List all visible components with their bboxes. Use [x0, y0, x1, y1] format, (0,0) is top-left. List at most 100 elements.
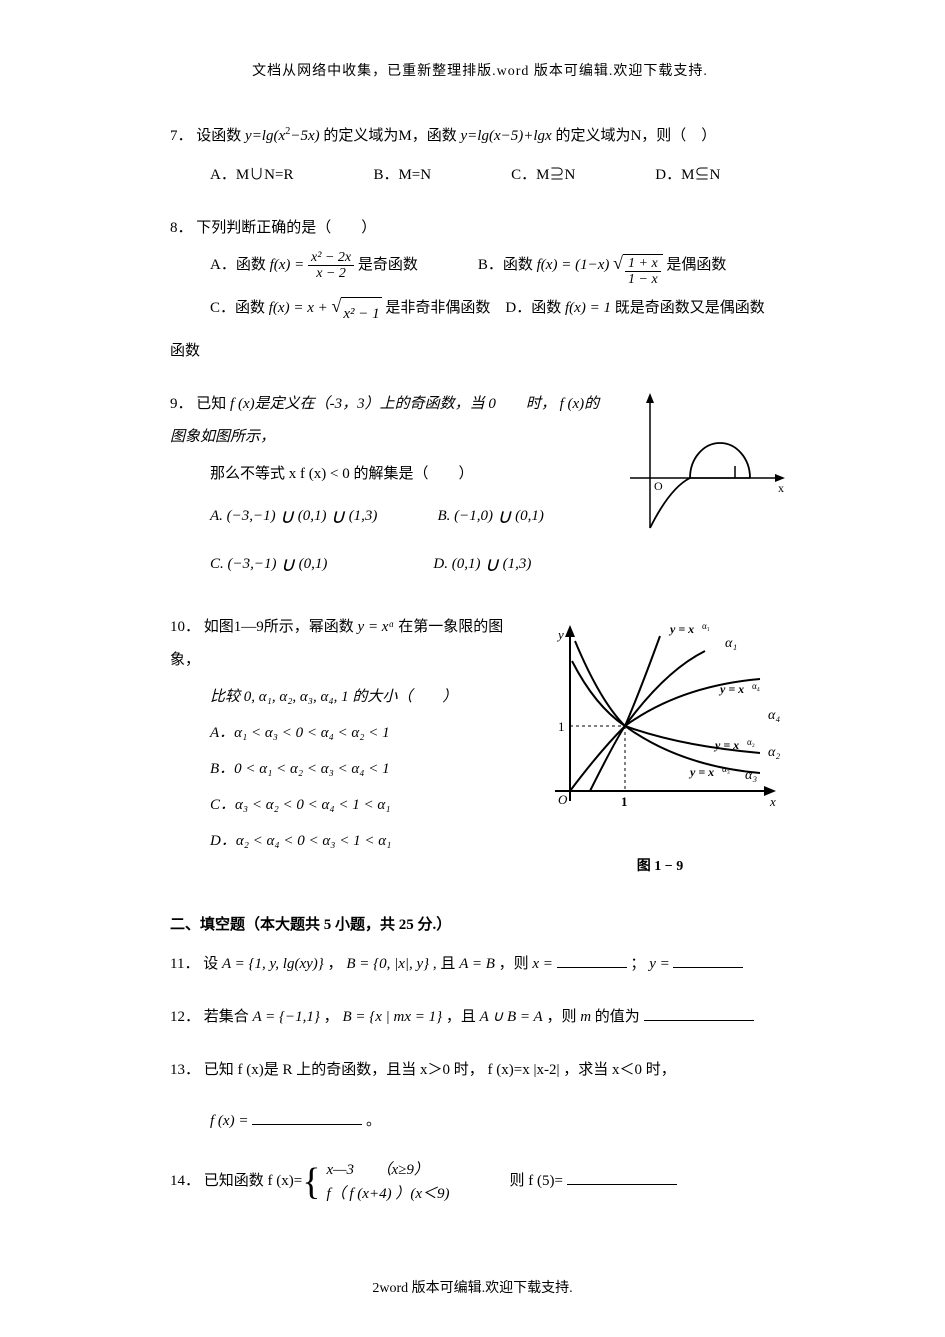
q8b-fx: f(x) = (1−x) — [537, 257, 610, 273]
svg-text:y: y — [556, 627, 564, 642]
q7-text-b: 的定义域为M，函数 — [323, 128, 456, 144]
q10-opt-a: A．α₁ < α₃ < 0 < α₄ < α₂ < 1 — [170, 717, 510, 750]
q8-opt-b: B．函数 f(x) = (1−x) √1 + x1 − x 是偶函数 — [478, 249, 727, 288]
q7-num: 7． — [170, 128, 193, 144]
q14-t1: 已知函数 f (x)= — [204, 1173, 302, 1189]
q8b-num: 1 + x — [625, 256, 661, 272]
q7-fn2: y=lg(x−5)+lgx — [461, 128, 552, 144]
svg-text:x: x — [769, 794, 776, 809]
q14-p1: x—3 （x≥9） — [326, 1158, 449, 1182]
header-note: 文档从网络中收集，已重新整理排版.word 版本可编辑.欢迎下载支持. — [170, 60, 790, 80]
q11-eq: A = B — [459, 956, 495, 972]
q8a-den: x − 2 — [308, 266, 354, 281]
q11-t2: ， — [328, 956, 347, 972]
q9-l1b: f (x)是定义在（-3，3）上的奇函数，当 0 时， — [230, 396, 556, 412]
svg-text:α₁: α₁ — [702, 621, 710, 631]
q12-eq: A ∪ B = A — [480, 1009, 543, 1025]
q8a-fx: f(x) = — [270, 257, 305, 273]
q11-t3: , 且 — [433, 956, 459, 972]
q13-fx: f (x) = — [210, 1113, 252, 1129]
q8c-fx: f(x) = x + — [269, 300, 328, 316]
q11-sep: ； — [630, 956, 645, 972]
q7-opt-c: C．M⊇N — [511, 159, 575, 192]
q8b-post: 是偶函数 — [666, 257, 726, 273]
q14-piecewise: { x—3 （x≥9） f（ f (x+4) ）(x＜9) — [302, 1158, 449, 1206]
q11-A: A = {1, y, lg(xy)} — [222, 956, 324, 972]
q7-text-c: 的定义域为N，则（ ） — [555, 128, 716, 144]
footer-note: 2word 版本可编辑.欢迎下载支持. — [0, 1277, 945, 1297]
question-10: 10． 如图1—9所示，幂函数 y = xᵅ 在第一象限的图象， 比较 0, α… — [170, 611, 790, 883]
q8-opt-a: A．函数 f(x) = x² − 2xx − 2 是奇函数 — [210, 249, 418, 288]
q8d-pre: D．函数 — [505, 300, 561, 316]
q7-opt-b: B．M=N — [373, 159, 431, 192]
q8c-pre: C．函数 — [210, 300, 265, 316]
question-9: 9． 已知 f (x)是定义在（-3，3）上的奇函数，当 0 时， f (x)的… — [170, 388, 790, 591]
q12-t1: 若集合 — [204, 1009, 253, 1025]
q9-opt-d: D. (0,1) ∪ (1,3) — [433, 543, 531, 587]
q13-abs: |x-2| — [533, 1062, 559, 1078]
q13-blank — [252, 1110, 362, 1125]
svg-text:1: 1 — [621, 794, 628, 809]
q7-options: A．M∪N=R B．M=N C．M⊇N D．M⊆N — [170, 159, 790, 192]
q11-x: x = — [532, 956, 556, 972]
svg-text:1: 1 — [558, 719, 565, 734]
q11-y: y = — [649, 956, 673, 972]
q13-dot: 。 — [366, 1113, 381, 1129]
q9-line2: 那么不等式 x f (x) < 0 的解集是（ ） — [170, 458, 600, 491]
q8a-num: x² − 2x — [308, 250, 354, 266]
q8d-post: 既是奇函数又是偶函数 — [615, 300, 765, 316]
svg-text:y = x: y = x — [688, 765, 714, 779]
q11-t4: ，则 — [499, 956, 533, 972]
svg-text:y = x: y = x — [668, 622, 694, 636]
q10-num: 10． — [170, 619, 200, 635]
q14-blank — [567, 1170, 677, 1185]
svg-text:α₄: α₄ — [752, 681, 760, 691]
q10-opt-b: B．0 < α₁ < α₂ < α₃ < α₄ < 1 — [170, 753, 510, 786]
q14-t2: 则 f (5)= — [509, 1173, 566, 1189]
q12-blank — [644, 1006, 754, 1021]
svg-text:α₂: α₂ — [747, 737, 755, 747]
svg-text:O: O — [654, 479, 663, 493]
svg-text:α₃: α₃ — [745, 768, 757, 783]
svg-text:x: x — [778, 481, 784, 495]
q7-fn1b: −5x) — [290, 128, 319, 144]
q7-fn1: y=lg(x — [245, 128, 285, 144]
question-11: 11． 设 A = {1, y, lg(xy)} ， B = {0, |x|, … — [170, 948, 790, 981]
q10-figure: O x y 1 1 y = xα₁ α₁ y = xα₄ α₄ y = xα₂ … — [530, 611, 790, 883]
q10-opt-c: C．α₃ < α₂ < 0 < α₄ < 1 < α₁ — [170, 789, 510, 822]
q9-figure: O x — [620, 388, 790, 551]
q8b-pre: B．函数 — [478, 257, 533, 273]
q8-opt-d: D．函数 f(x) = 1 既是奇函数又是偶函数 — [505, 300, 764, 316]
q14-num: 14． — [170, 1173, 200, 1189]
q8-opt-c: C．函数 f(x) = x + √x² − 1 是非奇非偶函数 — [210, 300, 494, 316]
svg-text:α₄: α₄ — [768, 708, 780, 723]
q10-line2: 比较 0, α₁, α₂, α₃, α₄, 1 的大小（ ） — [170, 681, 510, 714]
q12-A: A = {−1,1} — [253, 1009, 320, 1025]
question-7: 7． 设函数 y=lg(x2−5x) 的定义域为M，函数 y=lg(x−5)+l… — [170, 120, 790, 192]
q12-m: m — [580, 1009, 591, 1025]
q9-opt-c: C. (−3,−1) ∪ (0,1) — [210, 543, 327, 587]
svg-text:y = x: y = x — [713, 738, 739, 752]
q8c-rad: x² − 1 — [341, 297, 381, 331]
question-14: 14． 已知函数 f (x)= { x—3 （x≥9） f（ f (x+4) ）… — [170, 1158, 790, 1206]
q10-l1a: 如图1—9所示，幂函数 — [204, 619, 358, 635]
q14-p2: f（ f (x+4) ）(x＜9) — [326, 1182, 449, 1206]
svg-text:α₁: α₁ — [725, 636, 737, 651]
q9-l1a: 已知 — [196, 396, 226, 412]
svg-text:α₂: α₂ — [768, 745, 780, 760]
q8d-fx: f(x) = 1 — [565, 300, 611, 316]
q11-blank-y — [673, 953, 743, 968]
question-12: 12． 若集合 A = {−1,1} ， B = {x | mx = 1} ，且… — [170, 1001, 790, 1034]
section-2-title: 二、填空题（本大题共 5 小题，共 25 分.） — [170, 913, 790, 934]
q11-t1: 设 — [203, 956, 222, 972]
q8a-pre: A．函数 — [210, 257, 266, 273]
q10-l1b: y = xᵅ — [358, 619, 395, 635]
question-13: 13． 已知 f (x)是 R 上的奇函数，且当 x＞0 时， f (x)=x … — [170, 1054, 790, 1138]
q9-opt-a: A. (−3,−1) ∪ (0,1) ∪ (1,3) — [210, 495, 377, 539]
q12-t3: ，且 — [446, 1009, 480, 1025]
q8-text: 下列判断正确的是（ ） — [196, 220, 376, 236]
q12-B: B = {x | mx = 1} — [342, 1009, 442, 1025]
svg-text:y = x: y = x — [718, 682, 744, 696]
svg-text:O: O — [558, 792, 568, 807]
q11-blank-x — [557, 953, 627, 968]
